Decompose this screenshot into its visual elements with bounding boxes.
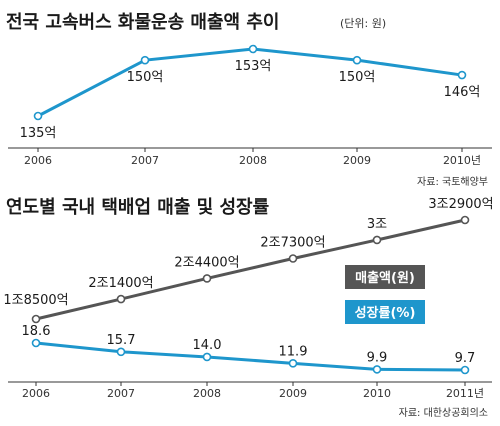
chart1-point (248, 44, 258, 54)
chart2-points (31, 215, 470, 375)
chart2-growth-label: 18.6 (22, 324, 51, 339)
legend-growth-swatch (345, 300, 425, 324)
chart1-data-label: 150억 (339, 70, 376, 85)
chart1-tick-label: 2007 (131, 154, 159, 167)
chart2-growth-label: 11.9 (279, 344, 308, 359)
chart1-ticks: 2006 2007 2008 2009 2010년 (24, 148, 481, 167)
chart2-tick-label: 2007 (107, 387, 135, 400)
chart2-sales-label: 1조8500억 (3, 293, 68, 308)
chart2-growth-label: 14.0 (193, 338, 222, 353)
chart2-sales-point (372, 235, 382, 245)
chart2-sales-label: 2조7300억 (260, 236, 325, 251)
legend-sales-swatch (345, 265, 425, 289)
chart2-growth-point (372, 365, 382, 374)
chart2-sales-label: 2조4400억 (174, 255, 239, 270)
chart2-sales-point (288, 254, 298, 263)
chart2-ticks: 2006 2007 2008 2009 2010 2011년 (22, 382, 484, 400)
chart2-growth-label: 9.7 (455, 351, 476, 366)
chart1-point (33, 111, 43, 121)
chart2-source: 자료: 대한상공회의소 (399, 407, 488, 419)
chart2-growth-label: 9.9 (367, 350, 388, 365)
chart1-point (140, 55, 150, 65)
chart1-points (33, 44, 467, 121)
chart1-data-label: 150억 (127, 70, 164, 85)
chart2-growth-point (460, 365, 470, 375)
chart1-source: 자료: 국토해양부 (417, 175, 488, 188)
legend-sales: 매출액(원) (345, 265, 425, 289)
chart2-growth-line (35, 341, 466, 372)
chart1-data-labels: 135억 150억 153억 150억 146억 (20, 59, 481, 141)
chart1-tick-label: 2008 (239, 154, 267, 167)
chart1-data-label: 153억 (235, 59, 272, 74)
chart1: 전국 고속버스 화물운송 매출액 추이 (단위: 원) 2006 2007 2008… (6, 12, 492, 188)
chart2-growth-point (31, 338, 41, 348)
legend-growth: 성장률(%) (345, 300, 425, 324)
chart2-sales-point (202, 274, 212, 283)
chart1-data-label: 146억 (444, 85, 481, 100)
chart1-tick-label: 2006 (24, 154, 52, 167)
chart2-growth-point (202, 352, 212, 362)
chart2-tick-label: 2008 (193, 387, 221, 400)
legend-sales-label: 매출액(원) (355, 270, 415, 286)
chart1-title: 전국 고속버스 화물운송 매출액 추이 (6, 12, 279, 33)
chart2-tick-label: 2006 (22, 387, 50, 400)
chart2-tick-label: 2009 (279, 387, 307, 400)
chart2-sales-point (460, 215, 470, 225)
chart1-point (457, 70, 467, 80)
legend-growth-label: 성장률(%) (355, 305, 416, 321)
chart1-data-label: 135억 (20, 126, 57, 141)
chart2-tick-label: 2011년 (446, 387, 484, 400)
chart2-sales-series (35, 218, 466, 321)
chart2-data-labels: 1조8500억 2조1400억 2조4400억 2조7300억 3조 3조2900억 18.… (3, 197, 493, 366)
chart2-sales-point (116, 294, 126, 304)
chart2-growth-series (35, 341, 466, 372)
chart2-title: 연도별 국내 택배업 매출 및 성장률 (6, 197, 269, 218)
chart2-sales-point (31, 314, 41, 324)
chart2-sales-label: 2조1400억 (88, 276, 153, 291)
chart2-growth-point (288, 359, 298, 368)
chart1-unit: (단위: 원) (340, 17, 386, 30)
chart2-sales-label: 3조2900억 (428, 197, 493, 212)
chart1-tick-label: 2009 (343, 154, 371, 167)
chart2-tick-label: 2010 (363, 387, 391, 400)
chart2: 연도별 국내 택배업 매출 및 성장률 2006 2007 2008 2009 2010… (3, 197, 493, 419)
chart2-growth-label: 15.7 (107, 333, 136, 348)
chart1-point (352, 55, 362, 65)
chart2-sales-line (35, 218, 466, 321)
chart1-tick-label: 2010년 (443, 154, 481, 167)
chart2-growth-point (116, 347, 126, 357)
chart2-sales-label: 3조 (367, 217, 387, 232)
